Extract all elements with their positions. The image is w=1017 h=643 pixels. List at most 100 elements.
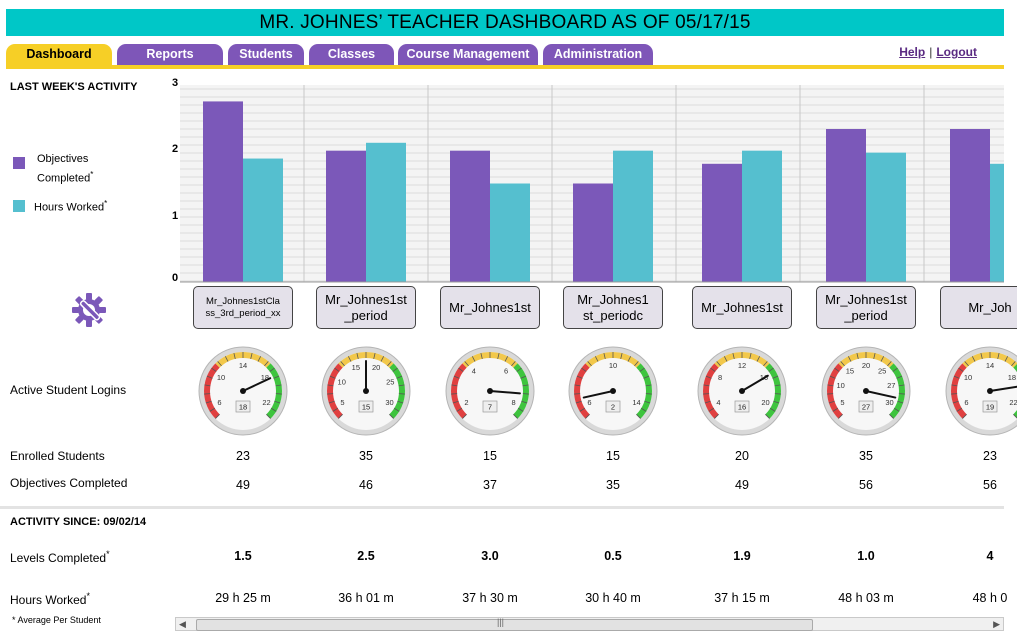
scroll-thumb-grip: ||| [497,617,505,627]
class-name-box[interactable]: Mr_Johnes1 st_periodc [563,286,663,329]
gauge-tick [827,384,834,387]
gauge-tick [334,367,340,372]
gauge-value: 2 [611,403,615,412]
value-levels: 4 [986,549,994,563]
gauge-value-box [358,400,374,413]
gauge-tick-label: 22 [1009,398,1017,407]
value-objectives: 49 [735,478,749,492]
scroll-thumb[interactable]: ||| [196,617,813,631]
gauge-hub [987,388,993,394]
gauge-tick-label: 10 [338,378,346,387]
y-tick-0: 0 [172,272,179,284]
gauge-tick [704,400,711,404]
page-title: MR. JOHNES’ TEACHER DASHBOARD AS OF 05/1… [6,9,1004,36]
gauge-tick [520,375,527,379]
gauge-tick-label: 5 [840,398,844,407]
login-gauge: 5 10 15 20 25 30 15 [321,346,411,436]
gauge-tick [387,361,392,367]
legend-label-hours: Hours Worked* [34,199,108,214]
tab-classes[interactable]: Classes [309,44,394,65]
gauge-tick [458,367,464,372]
class-name-box[interactable]: Mr_Johnes1st [440,286,540,329]
class-name-box[interactable]: Mr_Johnes1st [692,286,792,329]
gauge-tick [749,352,752,360]
gauge-tick [769,407,776,412]
class-name-box[interactable]: Mr_Joh [940,286,1017,329]
gauge-tick [640,407,647,412]
value-objectives: 49 [236,478,250,492]
tab-administration[interactable]: Administration [543,44,653,65]
gauge-tick [765,414,770,419]
gauge-zone [951,363,967,419]
gauge-tick [703,384,710,387]
class-name-box[interactable]: Mr_Johnes1stCla ss_3rd_period_xx [193,286,293,329]
gauge-value-box [482,400,498,413]
gauge-tick [603,352,606,360]
gauge-tick-label: 10 [964,373,972,382]
gauge-tick [211,367,217,372]
row-label-hours: Hours Worked* [10,591,90,607]
gauge-tick-label: 8 [511,398,515,407]
gauge-tick-label: 10 [609,361,617,370]
gauge-tick-label: 22 [262,398,270,407]
gauge-tick [898,384,905,387]
bar-objectives-completed [450,150,490,282]
gauge-tick [575,400,582,404]
gauge-tick [393,407,400,412]
gauge-tick [257,356,262,362]
login-gauge: 2 4 6 8 7 [445,346,535,436]
gauge-tick-label: 27 [887,381,895,390]
gauge-tick [1011,361,1016,367]
gauge-tick [832,407,839,412]
tab-dashboard[interactable]: Dashboard [6,44,112,68]
gauge-tick-label: 18 [261,373,269,382]
scroll-left-arrow-icon[interactable]: ◀ [179,619,186,629]
legend-swatch-objectives [13,157,25,169]
legend-label-objectives: Objectives Completed* [37,153,94,185]
class-name-label: Mr_Johnes1st [449,299,531,315]
scroll-right-arrow-icon[interactable]: ▶ [993,619,1000,629]
gauge-tick-label: 6 [504,367,508,376]
gauge-tick [620,352,623,360]
legend-swatch-hours [13,200,25,212]
gauge-value-box [605,400,621,413]
section-activity-since-title: ACTIVITY SINCE: 09/02/14 [10,516,147,528]
gauge-needle [582,390,614,399]
gauge-tick [217,361,222,367]
gauge-tick-label: 14 [632,398,640,407]
gauge-zone [266,363,282,419]
value-enrolled: 15 [606,449,620,463]
top-links: Help | Logout [899,45,977,59]
value-hours: 29 h 25 m [215,591,271,605]
horizontal-scrollbar[interactable]: ◀ ||| ▶ [175,617,1004,631]
class-name-box[interactable]: Mr_Johnes1st _period [816,286,916,329]
link-separator: | [929,45,933,59]
gauge-tick [958,367,964,372]
gear-wrench-icon[interactable] [69,290,109,330]
gauge-tick [880,356,885,362]
gauge-tick [389,414,394,419]
gauge-tick [956,407,963,412]
gauge-value: 18 [239,403,247,412]
gauge-tick [962,414,967,419]
tab-course-management[interactable]: Course Management [398,44,538,65]
gauge-tick-label: 25 [878,367,886,376]
value-levels: 1.9 [733,549,751,563]
gauge-value: 27 [862,403,870,412]
class-name-box[interactable]: Mr_Johnes1st _period [316,286,416,329]
help-link[interactable]: Help [899,45,926,59]
gauge-tick [763,361,768,367]
gauge-tick [215,414,220,419]
gauge-tick [206,375,213,379]
bar-hours-worked [243,158,283,282]
gauge-tick-label: 10 [837,381,845,390]
logout-link[interactable]: Logout [936,45,977,59]
gauge-tick [264,361,269,367]
gauge-tick [636,414,641,419]
gauge-tick [270,407,277,412]
y-tick-1: 1 [172,210,179,222]
tab-students[interactable]: Students [228,44,304,65]
tab-reports[interactable]: Reports [117,44,223,65]
class-name-label: Mr_Johnes1stCla ss_3rd_period_xx [205,295,281,319]
gauge-tick [451,384,458,387]
